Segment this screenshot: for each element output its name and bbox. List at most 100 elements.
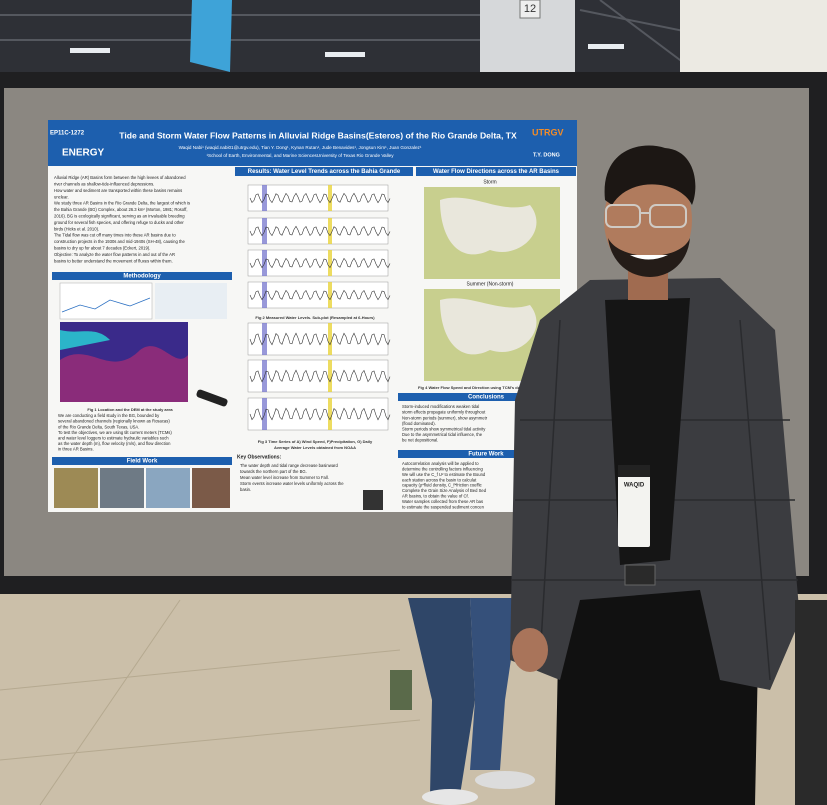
conclusion-line: (flood dominated). xyxy=(402,421,436,426)
conclusion-line: storm effects propagate uniformly throug… xyxy=(402,410,486,415)
future-line: We will use the C_f U² to estimate the B… xyxy=(402,472,486,477)
method-line: and water level loggers to estimate hydr… xyxy=(58,436,169,441)
belt-buckle xyxy=(624,564,656,586)
ceiling-light xyxy=(70,48,110,53)
method-line: of the Rio Grande Delta, South Texas, US… xyxy=(58,424,139,429)
future-line: Autocorrelation analysis will be applied… xyxy=(402,461,479,466)
section-header: Field Work xyxy=(127,459,158,465)
field-photo xyxy=(146,468,190,508)
floor-joints xyxy=(0,599,421,805)
conclusion-line: be net depositional. xyxy=(402,438,438,443)
number-sign xyxy=(519,0,541,19)
key-text: The water depth and tidal range decrease… xyxy=(240,463,344,492)
plot-panel xyxy=(247,322,389,356)
conclusion-line: Due to the asymmetrical tidal influence,… xyxy=(402,432,483,437)
plot-highlight xyxy=(328,323,332,355)
plots xyxy=(247,184,391,431)
figure-caption: Fig 3 Time Series of A) Wind Speed, F)Pr… xyxy=(258,439,373,444)
face xyxy=(604,164,692,276)
intro-line: How water and sediment are transported w… xyxy=(54,188,182,193)
plot-highlight xyxy=(328,398,332,430)
sneaker xyxy=(422,789,478,805)
poster-title-bar xyxy=(48,120,577,166)
figure-caption: Fig 4 Water Flow Speed and Direction usi… xyxy=(418,385,528,390)
flow-map-water xyxy=(440,298,537,355)
hanging-banner xyxy=(190,0,232,72)
dem-map-region xyxy=(60,330,110,350)
smile xyxy=(630,255,668,260)
key-observations-heading: Key Observations: xyxy=(237,454,282,460)
map-label: Storm xyxy=(483,179,496,185)
plot-trace xyxy=(249,332,391,346)
future-line: to estimate the suspended sediment conce… xyxy=(402,504,485,509)
intro-line: basins to dry up for about 7 decades (Ec… xyxy=(54,246,150,251)
section-header: Results: Water Level Trends across the B… xyxy=(248,169,401,175)
future-line: Complete the Grain Size Analysis of Bed … xyxy=(402,488,487,493)
future-line: capacity (ρ*fluid density, C_f*friction … xyxy=(402,483,482,488)
intro-line: the Bahia Grande (BG) Complex, about 26.… xyxy=(54,207,188,212)
section-header-bar xyxy=(235,167,413,176)
glasses xyxy=(605,204,687,228)
plot-highlight xyxy=(328,185,332,211)
poster-authors: Waqid Nabi¹ (waqid.nabi01@utrgv.edu), Ti… xyxy=(179,145,422,150)
board-leg xyxy=(795,600,827,805)
plot-trace xyxy=(249,192,391,204)
figure-caption: Fig 2 Measured Water Levels. Sub-plot (R… xyxy=(255,315,375,320)
key-line: The water depth and tidal range decrease… xyxy=(240,463,338,468)
name-badge-text: WAQID xyxy=(624,483,645,489)
intro-line: Objective: To analyze the water flow pat… xyxy=(54,252,175,257)
key-line: Storm events increase water levels unifo… xyxy=(240,481,344,486)
dem-map-region xyxy=(60,346,188,402)
ceiling-light xyxy=(325,52,365,57)
intro-line: The Tidal flow was cut off many times in… xyxy=(54,233,176,238)
future-text: Autocorrelation analysis will be applied… xyxy=(402,461,487,509)
future-line: AR basins, to obtain the value of Cf. xyxy=(402,494,469,499)
conclusion-line: Storm periods show symmetrical tidal act… xyxy=(402,427,486,432)
intro-line: construction projects in the 1930s and m… xyxy=(54,239,185,244)
logo: T.Y. DONG xyxy=(533,152,560,158)
plot-highlight xyxy=(328,218,332,244)
future-line: Water samples collected from these AR ba… xyxy=(402,499,483,504)
poster: EP11C-1272 Tide and Storm Water Flow Pat… xyxy=(48,120,577,512)
map-label: Summer (Non-storm) xyxy=(467,281,514,287)
plot-trace xyxy=(249,407,391,421)
profile-line xyxy=(61,297,151,313)
section-header: Future Work xyxy=(468,452,504,458)
plot-panel xyxy=(247,184,389,212)
profile-plot xyxy=(59,282,153,320)
poster-title: Tide and Storm Water Flow Patterns in Al… xyxy=(119,130,517,140)
us-map xyxy=(155,283,227,319)
section-header-bar xyxy=(52,272,232,280)
future-line: determine the controlling factors influe… xyxy=(402,467,483,472)
plot-panel xyxy=(247,359,389,393)
hand xyxy=(512,628,548,672)
plot-panel xyxy=(247,249,389,277)
logger-device xyxy=(196,389,228,407)
intro-line: ground for several fish species, and off… xyxy=(54,220,184,225)
ceiling-light xyxy=(588,44,624,49)
plot-panel xyxy=(247,397,389,431)
section-header: Water Flow Directions across the AR Basi… xyxy=(433,169,560,175)
intro-line: We study three AR Basins in the Rio Gran… xyxy=(54,201,190,206)
plot-highlight xyxy=(328,250,332,276)
person: WAQID xyxy=(510,145,800,805)
future-line: each station across the basin to calcula… xyxy=(402,477,477,482)
field-photo xyxy=(54,468,98,508)
section-header-bar xyxy=(398,450,574,458)
number-sign-text: 12 xyxy=(524,3,536,15)
key-line: Mean water level increase from Summer to… xyxy=(240,475,329,480)
sneaker xyxy=(475,771,535,789)
background-person-jeans xyxy=(408,598,475,795)
section-header-bar xyxy=(398,393,574,401)
plot-panel xyxy=(247,281,389,309)
method-text: We are conducting a field study in the B… xyxy=(58,413,172,452)
name-badge xyxy=(618,465,650,547)
conclusion-line: Non-storm periods (summer), show asymmet… xyxy=(402,415,488,420)
figure-caption: Fig 1 Location and the DEM at the study … xyxy=(87,407,173,412)
name-badge-strip xyxy=(618,465,650,477)
section-header-bar xyxy=(52,457,232,465)
plot-panel xyxy=(247,217,389,245)
method-line: as the water depth (m), flow velocity (m… xyxy=(58,441,171,446)
plot-highlight xyxy=(328,360,332,392)
